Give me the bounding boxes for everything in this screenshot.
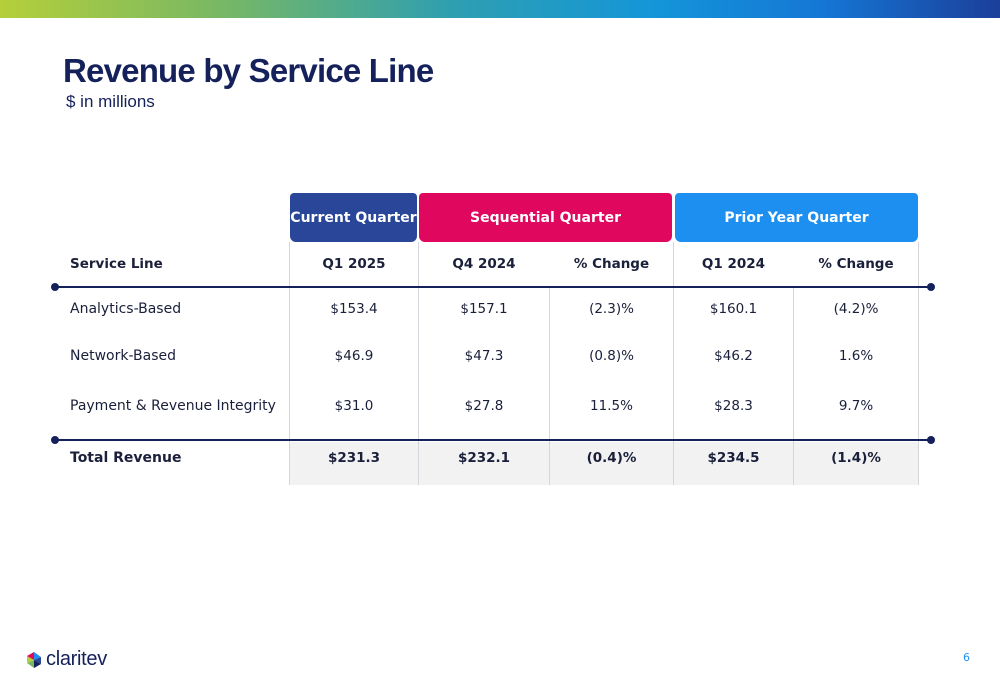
cell-q1-2025: $153.4 (330, 301, 378, 317)
cell-q1-2024: $46.2 (714, 348, 753, 364)
cell-q4-2024: $27.8 (464, 398, 504, 414)
cell-yoy-change: 1.6% (838, 348, 874, 364)
slide-subtitle: $ in millions (66, 92, 155, 111)
total-q1-2025: $231.3 (327, 450, 381, 466)
row-label-network: Network-Based (70, 348, 176, 364)
slide-title: Revenue by Service Line (63, 52, 434, 89)
row-label-total-revenue: Total Revenue (70, 450, 182, 466)
column-divider (793, 288, 794, 485)
rule-end-dot (51, 283, 59, 291)
cell-yoy-change: 9.7% (838, 398, 874, 414)
cell-seq-change: (0.8)% (589, 348, 634, 364)
rule-end-dot (51, 436, 59, 444)
claritev-mark-icon (27, 651, 41, 668)
header-q1-2024: Q1 2024 (701, 256, 766, 272)
total-rule (55, 439, 931, 441)
column-divider (289, 242, 290, 485)
cell-yoy-change: (4.2)% (833, 301, 879, 317)
total-q1-2024: $234.5 (707, 450, 760, 466)
header-seq-change: % Change (573, 256, 650, 272)
group-header-current-quarter: Current Quarter (290, 193, 417, 242)
header-service-line: Service Line (70, 256, 163, 272)
rule-end-dot (927, 283, 935, 291)
cell-q4-2024: $157.1 (460, 301, 508, 317)
header-q4-2024: Q4 2024 (452, 256, 516, 272)
header-rule (55, 286, 931, 288)
cell-q1-2025: $46.9 (334, 348, 374, 364)
column-divider (418, 242, 419, 485)
column-divider (918, 242, 919, 485)
row-label-analytics: Analytics-Based (70, 301, 182, 317)
header-yoy-change: % Change (818, 256, 894, 272)
group-header-prior-year-quarter: Prior Year Quarter (675, 193, 918, 242)
claritev-logo: claritev (25, 648, 107, 671)
total-row-shading (290, 442, 918, 485)
cell-seq-change: (2.3)% (589, 301, 634, 317)
cell-q1-2024: $28.3 (714, 398, 753, 414)
column-divider (673, 242, 674, 485)
total-yoy-change: (1.4)% (831, 450, 881, 466)
row-label-payment-integrity: Payment & Revenue Integrity (70, 398, 276, 414)
total-q4-2024: $232.1 (457, 450, 511, 466)
total-seq-change: (0.4)% (586, 450, 637, 466)
header-q1-2025: Q1 2025 (322, 256, 386, 272)
group-header-sequential-quarter: Sequential Quarter (419, 193, 672, 242)
claritev-wordmark: claritev (46, 648, 107, 670)
rule-end-dot (927, 436, 935, 444)
cell-q1-2025: $31.0 (334, 398, 374, 414)
column-divider (549, 288, 550, 485)
cell-q1-2024: $160.1 (709, 301, 758, 317)
cell-q4-2024: $47.3 (464, 348, 504, 364)
page-number: 6 (963, 651, 970, 664)
top-gradient-bar (0, 0, 1000, 18)
cell-seq-change: 11.5% (590, 398, 633, 414)
